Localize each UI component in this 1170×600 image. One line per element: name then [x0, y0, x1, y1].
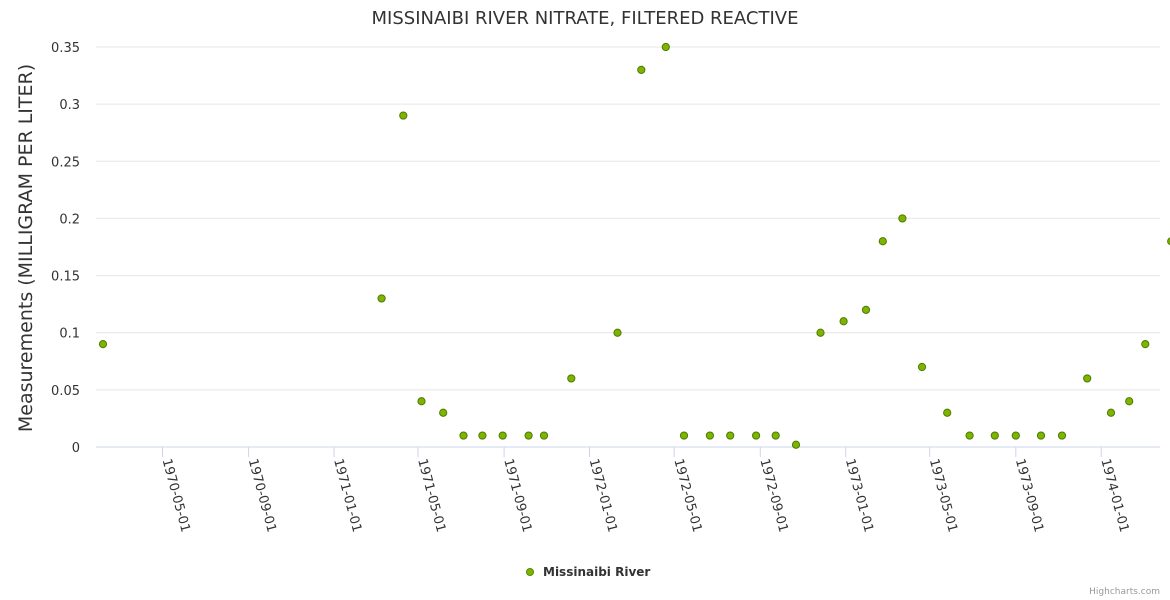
data-point: [839, 317, 848, 326]
data-point: [439, 408, 448, 417]
data-point: [1106, 408, 1116, 417]
gridlines: [96, 46, 1160, 391]
data-point: [1011, 431, 1020, 440]
data-point: [898, 214, 907, 223]
data-point: [1125, 397, 1134, 406]
data-point: [878, 237, 887, 246]
data-point: [791, 440, 801, 449]
data-point: [567, 374, 576, 383]
data-point: [679, 431, 689, 440]
data-point: [861, 305, 871, 314]
y-tick-label: 0: [72, 441, 80, 456]
data-point: [752, 431, 761, 440]
data-point: [661, 42, 670, 52]
data-point: [965, 431, 974, 440]
data-point: [98, 340, 108, 349]
data-point: [613, 328, 622, 337]
data-point: [1141, 340, 1150, 349]
y-axis-tick-labels: 0 0.05 0.1 0.15 0.2 0.25 0.3 0.35: [51, 41, 80, 456]
data-point: [498, 431, 507, 440]
y-tick-label: 0.05: [51, 384, 80, 399]
data-point: [1036, 431, 1046, 440]
data-point: [990, 431, 999, 440]
y-tick-label: 0.15: [51, 270, 80, 285]
data-point: [1057, 431, 1067, 440]
y-tick-label: 0.3: [59, 98, 80, 113]
data-point: [377, 294, 386, 303]
data-point: [1167, 237, 1170, 246]
chart-title: MISSINAIBI RIVER NITRATE, FILTERED REACT…: [372, 8, 799, 29]
data-point: [705, 431, 715, 440]
y-tick-label: 0.25: [51, 155, 80, 170]
data-point: [459, 431, 468, 440]
data-point: [771, 431, 780, 440]
legend-marker: [526, 568, 534, 576]
data-point: [524, 431, 533, 440]
legend-item-missinaibi-river[interactable]: Missinaibi River: [543, 565, 650, 579]
legend[interactable]: Missinaibi River: [526, 565, 651, 579]
data-points: [98, 42, 1170, 449]
data-point: [816, 328, 825, 337]
data-point: [917, 362, 927, 372]
y-tick-label: 0.2: [59, 212, 80, 227]
data-point: [539, 431, 549, 440]
data-point: [399, 111, 408, 120]
data-point: [417, 397, 426, 406]
data-point: [726, 431, 735, 440]
data-point: [637, 65, 646, 74]
y-tick-label: 0.1: [59, 327, 80, 342]
y-tick-label: 0.35: [51, 41, 80, 56]
data-point: [1083, 374, 1092, 383]
data-point: [943, 408, 952, 417]
data-point: [478, 431, 487, 440]
chart-credit[interactable]: Highcharts.com: [1089, 587, 1160, 597]
y-axis-label: Measurements (MILLIGRAM PER LITER): [15, 64, 37, 432]
